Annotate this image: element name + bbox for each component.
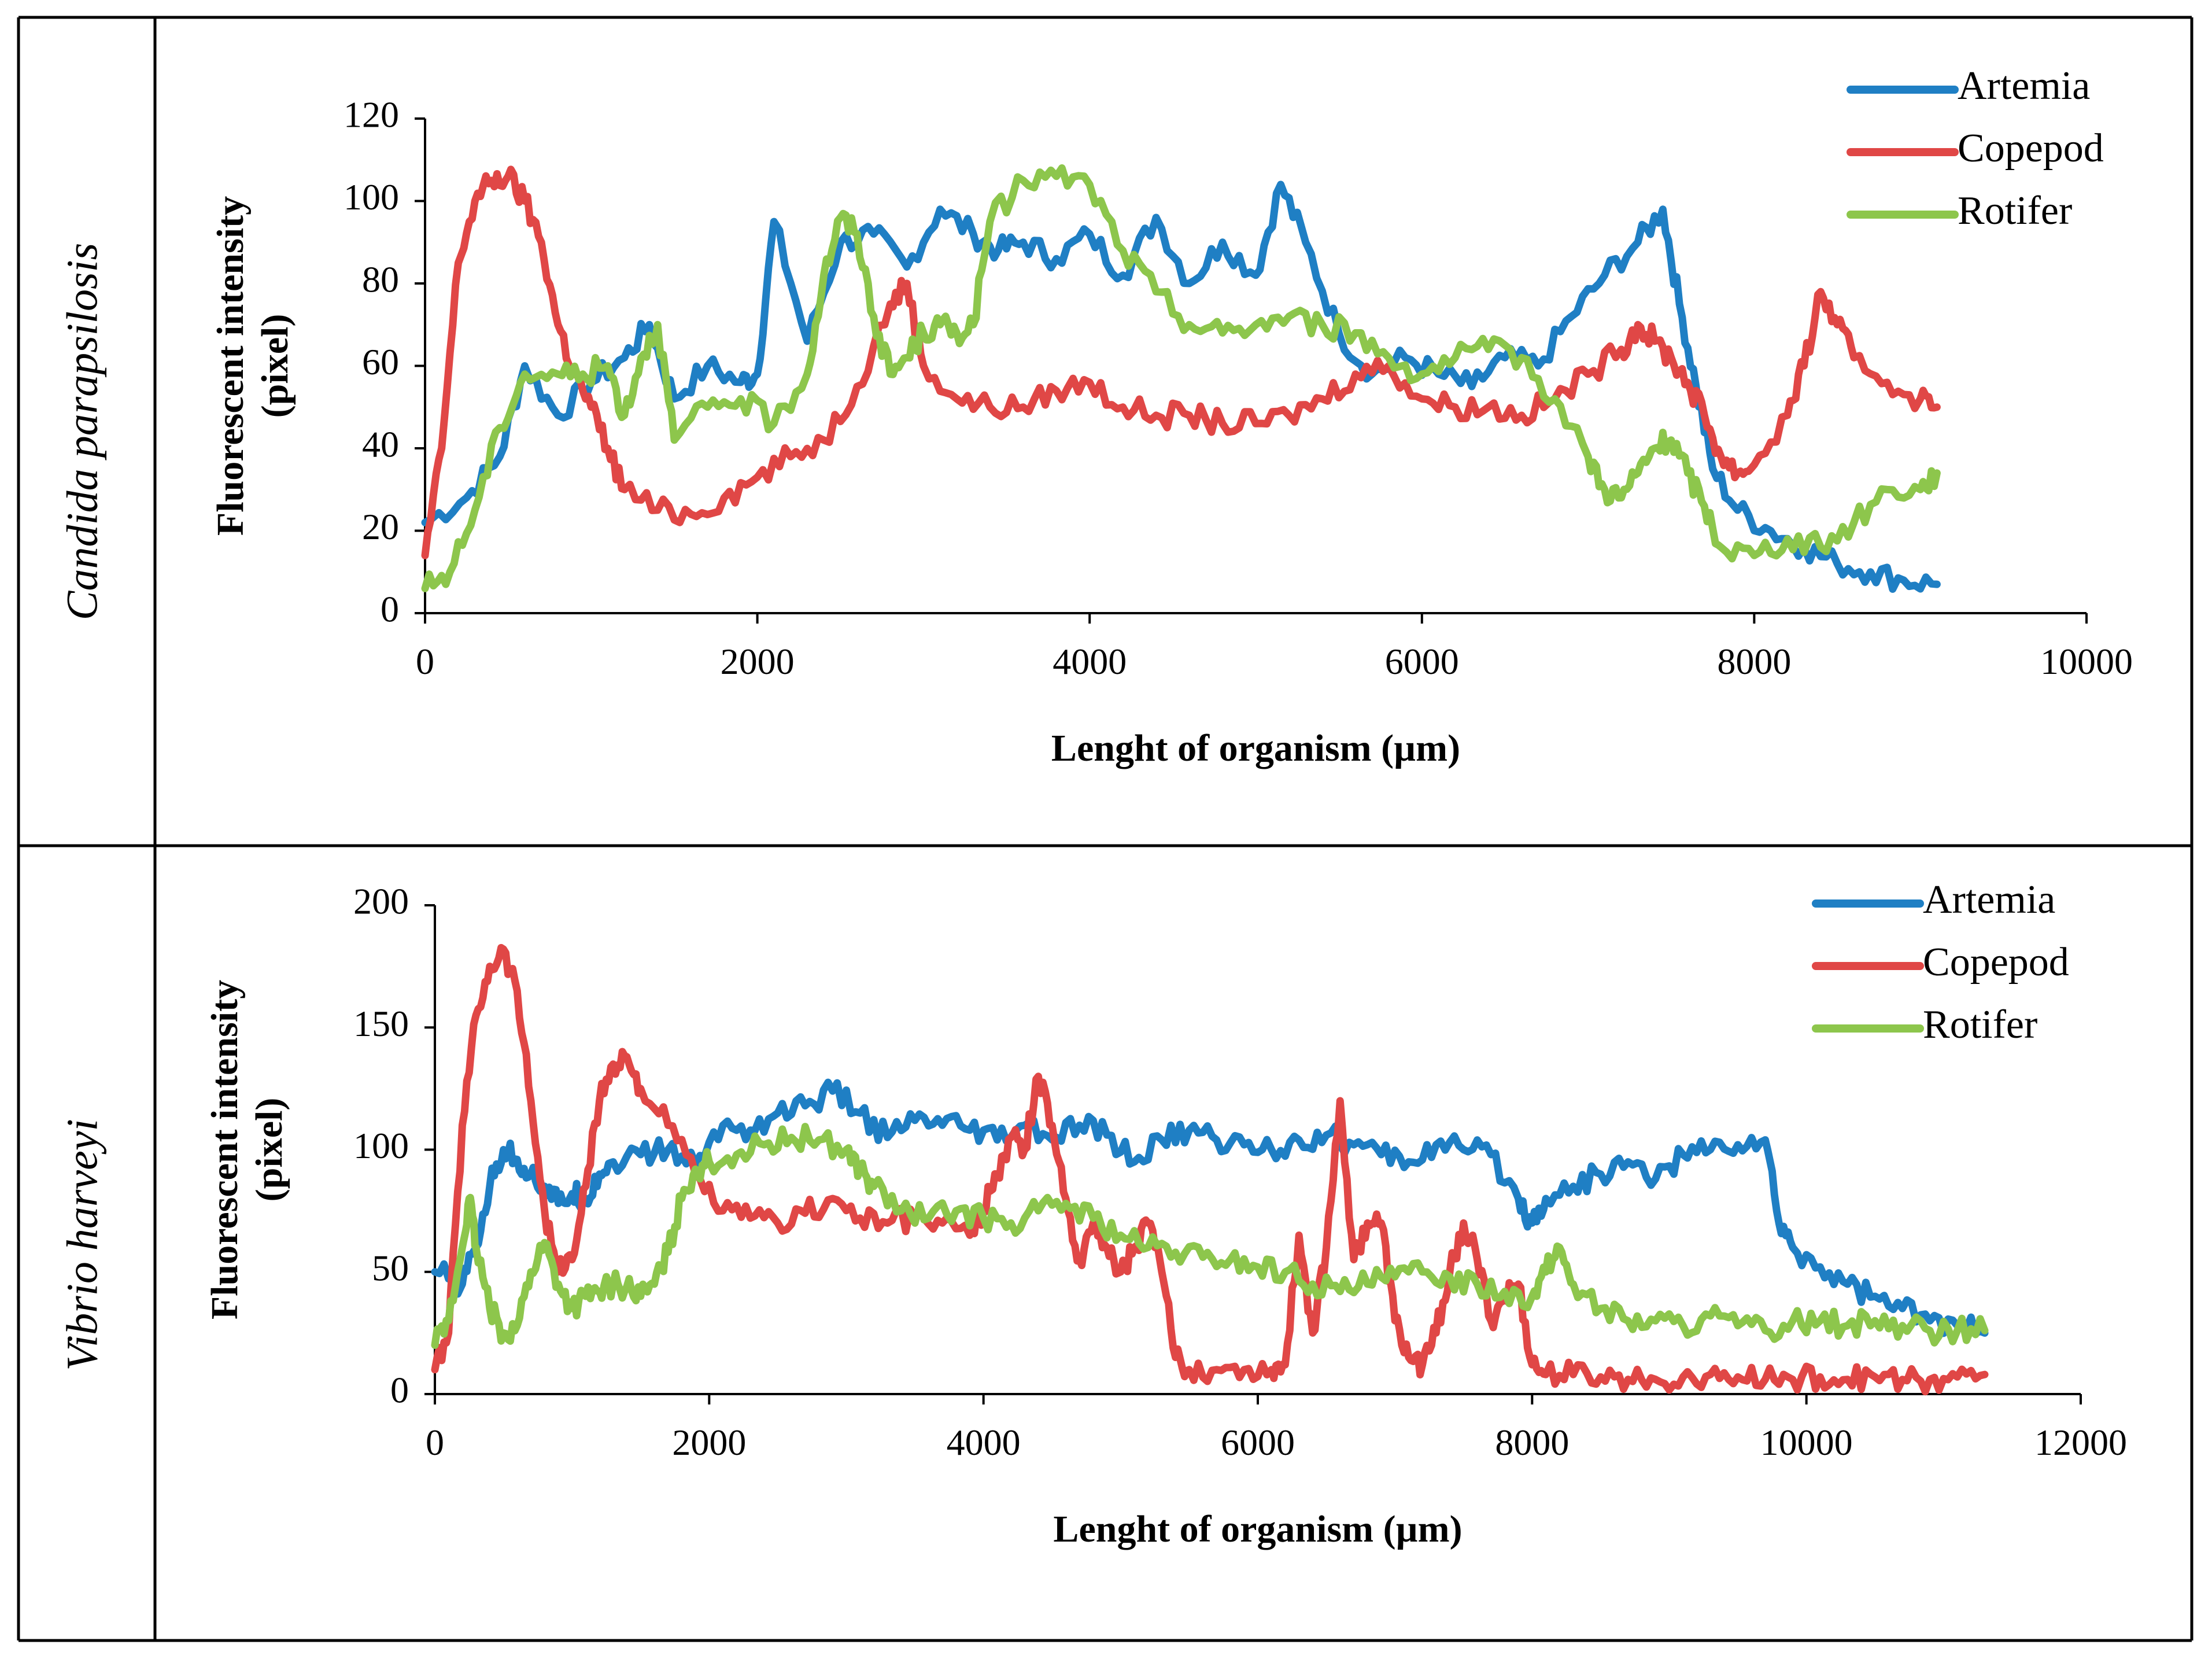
y-tick-label: 60 (362, 341, 399, 382)
figure-table-frame (17, 16, 2193, 1642)
x-tick-label: 12000 (2034, 1422, 2127, 1463)
x-tick-label: 10000 (2040, 641, 2133, 682)
y-axis-title-line-2: (pixel) (248, 1098, 290, 1202)
x-tick-label: 8000 (1495, 1422, 1569, 1463)
x-tick-label: 6000 (1221, 1422, 1295, 1463)
x-tick-label: 6000 (1385, 641, 1459, 682)
legend-label-rotifer: Rotifer (1923, 1002, 2037, 1047)
legend-label-copepod: Copepod (1958, 126, 2104, 171)
y-tick-label: 100 (353, 1125, 409, 1166)
x-axis-title: Lenght of organism (µm) (1051, 727, 1460, 769)
row-label-candida: Candida parapsilosis (58, 243, 106, 620)
chart-candida-parapsilosis: 0 20 40 60 80 100 120 0 2000 4000 6000 8000 10000 Len… (209, 64, 2133, 769)
x-tick-label: 0 (426, 1422, 444, 1463)
y-tick-label: 200 (353, 881, 409, 922)
x-tick-label: 2000 (672, 1422, 746, 1463)
legend-label-artemia: Artemia (1958, 64, 2090, 108)
series-line-rotifer (431, 1123, 1989, 1349)
y-axis-title: Fluorescent intensity (209, 196, 252, 536)
legend-label-copepod: Copepod (1923, 940, 2069, 985)
row-labels: Candida parapsilosis Vibrio harveyi (58, 243, 106, 1371)
series-line-copepod (421, 165, 1941, 559)
y-tick-label: 120 (344, 94, 399, 135)
y-tick-label: 20 (362, 506, 399, 547)
row-label-vibrio: Vibrio harveyi (58, 1119, 106, 1370)
series-line-copepod (431, 943, 1989, 1396)
series-line-artemia (421, 180, 1941, 593)
y-tick-label: 80 (362, 259, 399, 300)
y-tick-label: 100 (344, 176, 399, 217)
x-tick-label: 8000 (1717, 641, 1791, 682)
legend-label-artemia: Artemia (1923, 878, 2055, 922)
x-tick-label: 2000 (721, 641, 795, 682)
y-tick-label: 150 (353, 1003, 409, 1044)
y-axis-title-line-2: (pixel) (254, 314, 296, 418)
x-tick-label: 0 (416, 641, 434, 682)
x-tick-label: 10000 (1760, 1422, 1853, 1463)
series-line-rotifer (421, 164, 1941, 592)
y-tick-label: 0 (381, 589, 399, 630)
series-line-artemia (431, 1078, 1989, 1337)
y-axis-title: Fluorescent intensity (204, 980, 246, 1319)
y-tick-label: 40 (362, 424, 399, 465)
x-axis-title: Lenght of organism (µm) (1053, 1508, 1462, 1550)
y-tick-label: 50 (372, 1247, 409, 1288)
x-tick-label: 4000 (947, 1422, 1021, 1463)
x-tick-label: 4000 (1053, 641, 1127, 682)
legend-label-rotifer: Rotifer (1958, 189, 2072, 233)
y-tick-label: 0 (390, 1370, 409, 1411)
